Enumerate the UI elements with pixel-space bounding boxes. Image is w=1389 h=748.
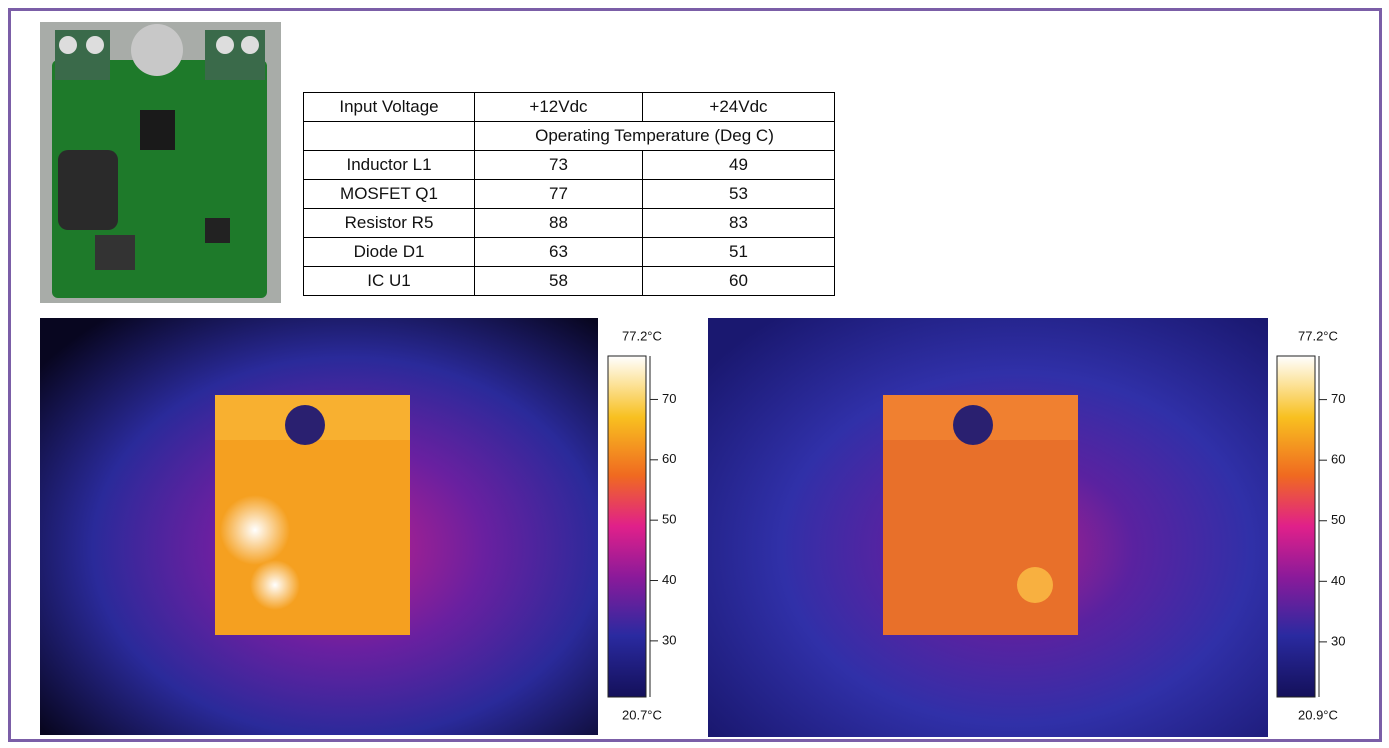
table-cell: 63 (474, 237, 643, 267)
table-cell (303, 121, 475, 151)
table-cell: 60 (642, 266, 835, 296)
table-row: Input Voltage +12Vdc +24Vdc (303, 92, 835, 122)
color-bar (1276, 355, 1316, 698)
frame (8, 8, 1382, 742)
table-cell: 83 (642, 208, 835, 238)
table-row: IC U1 58 60 (303, 266, 835, 296)
table-cell: Resistor R5 (303, 208, 475, 238)
table-cell: 73 (474, 150, 643, 180)
table-row: MOSFET Q1 77 53 (303, 179, 835, 209)
table-cell: 58 (474, 266, 643, 296)
table-row: Resistor R5 88 83 (303, 208, 835, 238)
table-cell: 49 (642, 150, 835, 180)
scale-min-label: 20.9°C (1298, 707, 1338, 722)
scale-tick-label: 30 (1331, 633, 1345, 648)
scale-max-label: 77.2°C (1298, 328, 1338, 343)
table-cell: +24Vdc (642, 92, 835, 122)
table-cell: IC U1 (303, 266, 475, 296)
table-cell: 53 (642, 179, 835, 209)
table-cell: 77 (474, 179, 643, 209)
scale-tick-label: 30 (662, 632, 676, 647)
table-cell: 88 (474, 208, 643, 238)
scale-tick-label: 40 (1331, 573, 1345, 588)
scale-max-label: 77.2°C (622, 328, 662, 343)
table-cell: Inductor L1 (303, 150, 475, 180)
table-cell: MOSFET Q1 (303, 179, 475, 209)
table-row: Inductor L1 73 49 (303, 150, 835, 180)
table-cell: Operating Temperature (Deg C) (474, 121, 835, 151)
table-cell: Input Voltage (303, 92, 475, 122)
scale-tick-label: 50 (662, 512, 676, 527)
scale-tick-label: 50 (1331, 512, 1345, 527)
color-bar (607, 355, 647, 698)
scale-tick-label: 60 (1331, 452, 1345, 467)
scale-min-label: 20.7°C (622, 707, 662, 722)
scale-tick-label: 70 (662, 391, 676, 406)
table-row: Operating Temperature (Deg C) (303, 121, 835, 151)
table-cell: 51 (642, 237, 835, 267)
scale-tick-label: 60 (662, 451, 676, 466)
table-cell: +12Vdc (474, 92, 643, 122)
data-table: Input Voltage +12Vdc +24Vdc Operating Tempe… (303, 92, 835, 296)
table-cell: Diode D1 (303, 237, 475, 267)
table-row: Diode D1 63 51 (303, 237, 835, 267)
scale-tick-label: 40 (662, 572, 676, 587)
scale-tick-label: 70 (1331, 391, 1345, 406)
